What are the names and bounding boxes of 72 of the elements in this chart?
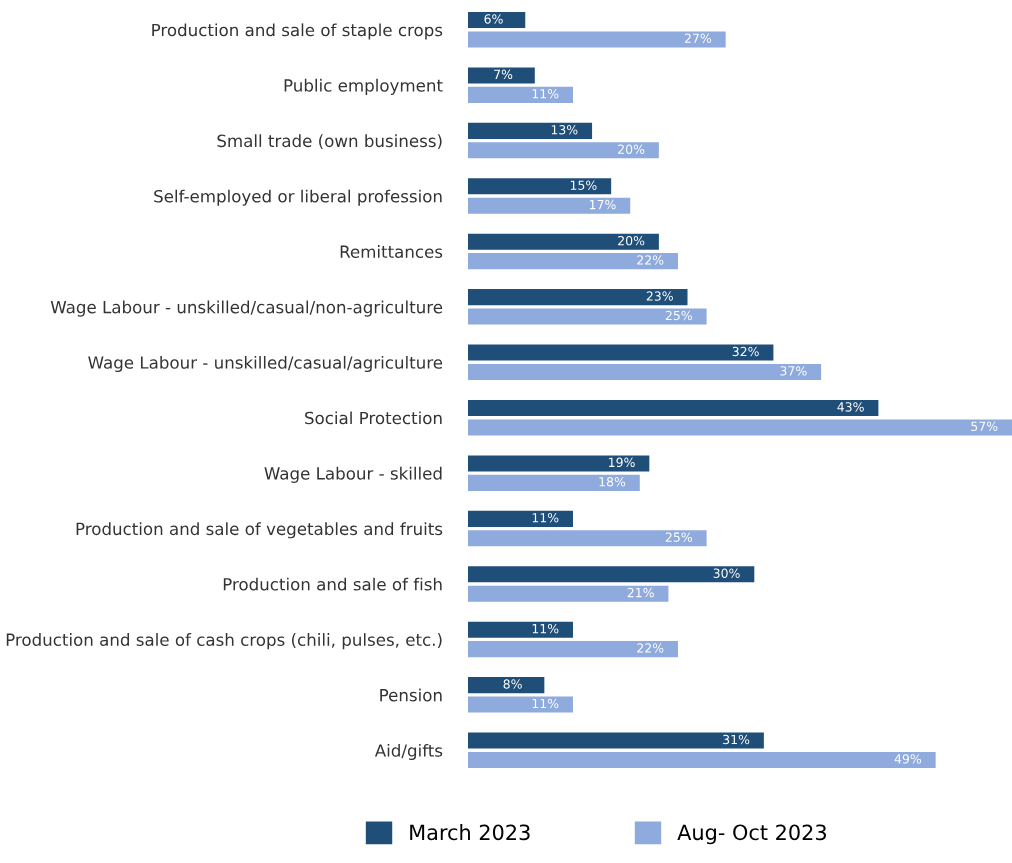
data-label: 7% bbox=[494, 69, 513, 80]
bar bbox=[468, 178, 612, 195]
y-tick-label: Aid/gifts bbox=[374, 743, 443, 761]
bar bbox=[468, 308, 707, 325]
bar bbox=[468, 621, 573, 638]
data-label: 27% bbox=[684, 33, 712, 44]
y-tick-label: Production and sale of cash crops (chili, pulses, etc.) bbox=[6, 633, 442, 650]
bar bbox=[468, 585, 669, 602]
data-label: 11% bbox=[532, 89, 559, 99]
y-tick-label: Pension bbox=[380, 688, 442, 702]
data-label: 21% bbox=[627, 587, 654, 598]
y-tick-label: Social Protection bbox=[305, 411, 442, 425]
bar bbox=[468, 566, 755, 583]
bar bbox=[468, 197, 631, 214]
data-label: 25% bbox=[665, 532, 693, 542]
bar bbox=[468, 363, 822, 381]
y-tick-label: Wage Labour - unskilled/casual/non-agriculture bbox=[50, 300, 443, 317]
data-label: 22% bbox=[637, 643, 664, 653]
bar bbox=[468, 233, 659, 250]
bar bbox=[468, 399, 879, 417]
data-label: 13% bbox=[551, 125, 578, 135]
bar bbox=[468, 31, 726, 48]
legend-label: March 2023 bbox=[410, 824, 530, 841]
data-label: 49% bbox=[894, 754, 922, 764]
y-tick-label: Wage Labour - unskilled/casual/agriculture bbox=[88, 355, 443, 373]
bar bbox=[468, 289, 688, 306]
data-label: 11% bbox=[532, 698, 559, 709]
bar bbox=[468, 142, 659, 159]
data-label: 20% bbox=[618, 144, 645, 154]
data-label: 6% bbox=[484, 14, 503, 24]
legend-label: Aug- Oct 2023 bbox=[677, 824, 826, 845]
bar bbox=[468, 510, 573, 527]
bar bbox=[468, 751, 936, 769]
y-tick-label: Production and sale of fish bbox=[223, 577, 442, 591]
data-label: 18% bbox=[599, 477, 626, 487]
data-label: 20% bbox=[618, 235, 645, 246]
bar bbox=[468, 696, 573, 713]
y-tick-label: Production and sale of vegetables and fruits bbox=[76, 522, 443, 539]
bar bbox=[468, 677, 545, 694]
data-label: 57% bbox=[971, 421, 998, 432]
y-tick-label: Public employment bbox=[284, 78, 443, 95]
bar bbox=[468, 122, 593, 139]
data-label: 43% bbox=[837, 402, 864, 412]
bar bbox=[468, 641, 678, 658]
data-label: 30% bbox=[713, 568, 740, 578]
y-tick-label: Production and sale of staple crops bbox=[152, 23, 443, 40]
y-tick-label: Wage Labour - skilled bbox=[264, 466, 442, 483]
y-tick-label: Small trade (own business) bbox=[217, 134, 442, 150]
data-label: 11% bbox=[532, 513, 559, 523]
bar bbox=[468, 474, 640, 491]
data-label: 8% bbox=[503, 679, 522, 689]
bar bbox=[468, 67, 535, 84]
data-label: 25% bbox=[665, 310, 693, 321]
data-label: 37% bbox=[780, 366, 807, 376]
bar bbox=[468, 11, 526, 29]
y-tick-label: Self-employed or liberal profession bbox=[154, 189, 442, 206]
bar bbox=[468, 419, 1012, 436]
data-label: 19% bbox=[609, 457, 635, 468]
data-label: 32% bbox=[732, 346, 759, 357]
data-label: 22% bbox=[637, 255, 664, 265]
data-label: 31% bbox=[723, 734, 750, 745]
bar bbox=[468, 253, 678, 270]
bar bbox=[468, 455, 650, 472]
data-label: 15% bbox=[570, 180, 597, 190]
data-label: 17% bbox=[589, 199, 616, 210]
data-label: 23% bbox=[646, 291, 673, 301]
y-tick-label: Remittances bbox=[340, 245, 443, 258]
bar bbox=[468, 344, 774, 361]
bar bbox=[468, 732, 764, 749]
bar bbox=[468, 86, 573, 103]
bar bbox=[468, 530, 707, 547]
data-label: 11% bbox=[532, 623, 559, 634]
